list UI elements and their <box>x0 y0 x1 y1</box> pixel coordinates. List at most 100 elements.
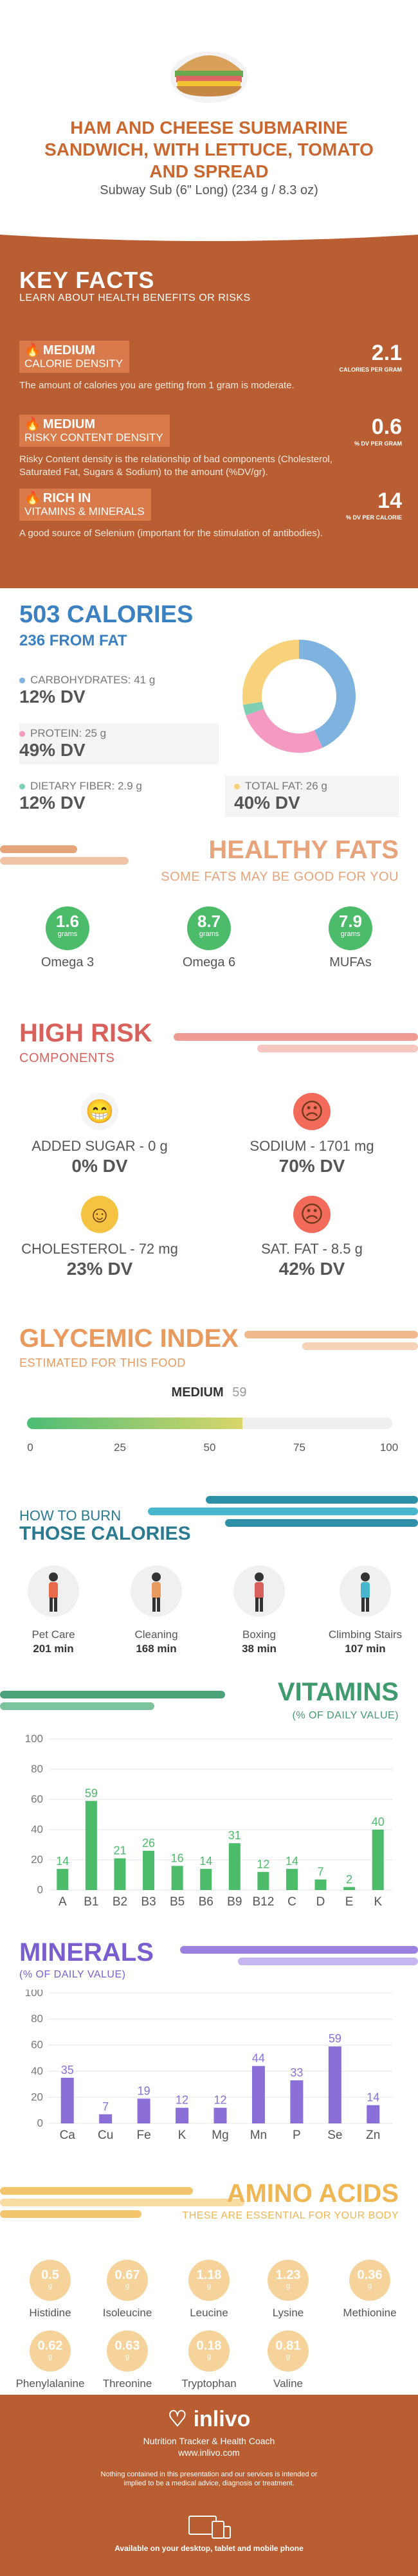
amino-acid-value: 0.67 <box>114 2268 140 2282</box>
amino-acid-item: 0.81 g Valine <box>250 2330 327 2390</box>
healthy-fat-circle: 8.7 grams <box>187 906 231 950</box>
glycemic-tick: 50 <box>203 1441 216 1454</box>
risk-item: ☹ SAT. FAT - 8.5 g 42% DV <box>215 1196 408 1279</box>
healthy-fat-item: 8.7 grams Omega 6 <box>161 906 257 970</box>
x-tick-label: B2 <box>113 1895 127 1909</box>
y-tick-label: 40 <box>31 2065 43 2077</box>
bar-value-label: 40 <box>372 1815 385 1828</box>
activity-minutes: 201 min <box>33 1643 74 1655</box>
decor-stripe <box>0 845 77 853</box>
bar <box>251 2066 265 2123</box>
vitamins-bar-chart: 0 20 40 60 80 100 14 A 59 B1 21 B2 26 B3 16 B5 14 B6 31 B9 1… <box>25 1733 392 1909</box>
decor-stripe <box>0 2199 244 2206</box>
glycemic-bar-fill <box>27 1418 243 1429</box>
amino-acid-unit: g <box>125 2353 130 2361</box>
bar-value-label: 14 <box>56 1855 69 1868</box>
amino-acid-circle: 1.23 g <box>268 2260 309 2301</box>
healthy-fat-unit: grams <box>340 930 361 938</box>
key-fact-row: 🔥 RICH IN VITAMINS & MINERALS 14% DV PER CA… <box>19 489 402 553</box>
macro-label: CARBOHYDRATES: 41 g <box>19 674 219 687</box>
risk-label: CHOLESTEROL - 72 mg <box>21 1241 178 1257</box>
bar <box>99 2114 113 2123</box>
x-tick-label: P <box>293 2129 301 2142</box>
macro-donut-chart <box>242 640 356 753</box>
minerals-section: MINERALS (% OF DAILY VALUE) 0 20 40 60 80 100… <box>0 1932 418 2163</box>
amino-acid-name: Threonine <box>102 2377 152 2390</box>
sandwich-image <box>170 51 248 103</box>
bar <box>60 2077 74 2123</box>
x-tick-label: E <box>345 1895 354 1909</box>
bar <box>200 1869 212 1890</box>
bar <box>290 2080 304 2123</box>
activity-item: Boxing 38 min <box>214 1565 304 1655</box>
amino-acid-value: 0.62 <box>37 2339 63 2353</box>
sad-face-icon: ☹ <box>293 1196 331 1233</box>
key-fact-badge: 🔥 MEDIUM RISKY CONTENT DENSITY <box>19 415 170 447</box>
bar <box>228 1843 241 1890</box>
amino-acid-unit: g <box>125 2282 130 2290</box>
x-tick-label: B3 <box>141 1895 156 1909</box>
key-fact-level: MEDIUM <box>42 343 96 357</box>
x-tick-label: K <box>178 2129 186 2142</box>
devices-icon <box>188 2516 231 2539</box>
y-tick-label: 80 <box>31 1763 43 1775</box>
flame-icon: 🔥 <box>24 417 41 431</box>
y-tick-label: 100 <box>25 1733 43 1745</box>
y-tick-label: 60 <box>31 1793 43 1805</box>
glycemic-tick: 75 <box>293 1441 305 1454</box>
bar <box>114 1858 126 1890</box>
donut-slice-carbohydrates <box>299 640 356 748</box>
donut-slice-dietary-fiber <box>242 701 264 716</box>
decor-stripe <box>0 2187 193 2195</box>
key-fact-level: RICH IN <box>42 491 91 505</box>
high-risk-section: HIGH RISK COMPONENTS 😁 ADDED SUGAR - 0 g 0… <box>0 1006 418 1318</box>
amino-acid-item: 0.5 g Histidine <box>12 2260 89 2319</box>
key-fact-value: 2.1 <box>371 341 402 365</box>
bar <box>314 1879 327 1890</box>
amino-acid-item: 1.18 g Leucine <box>170 2260 248 2319</box>
amino-acid-circle: 1.18 g <box>188 2260 230 2301</box>
sad-face-icon: ☹ <box>293 1093 331 1130</box>
glycemic-bar <box>27 1418 392 1429</box>
amino-acid-name: Phenylalanine <box>15 2377 85 2390</box>
bar-value-label: 21 <box>113 1844 126 1857</box>
risk-label: SODIUM - 1701 mg <box>250 1138 374 1154</box>
glycemic-level: MEDIUM <box>171 1385 224 1400</box>
bar <box>57 1869 69 1890</box>
brand-logo[interactable]: ♡ inlivo <box>0 2406 418 2432</box>
amino-acid-name: Methionine <box>343 2307 397 2319</box>
bar-value-label: 12 <box>214 2094 226 2107</box>
macro-label-text: TOTAL FAT: 26 g <box>245 780 327 792</box>
key-fact-row: 🔥 MEDIUM CALORIE DENSITY 2.1 CALORIES PER GR… <box>19 341 402 405</box>
vitamins-section: VITAMINS (% OF DAILY VALUE) 0 20 40 60 80 100… <box>0 1668 418 1932</box>
bar-value-label: 33 <box>290 2066 303 2079</box>
decor-stripe <box>257 1045 418 1052</box>
risk-item: 😁 ADDED SUGAR - 0 g 0% DV <box>3 1093 196 1176</box>
activity-minutes: 168 min <box>136 1643 177 1655</box>
heart-icon: ♡ <box>167 2407 194 2431</box>
website-link[interactable]: www.inlivo.com <box>178 2447 240 2458</box>
key-fact-row: 🔥 MEDIUM RISKY CONTENT DENSITY 0.6% DV PER … <box>19 415 402 479</box>
x-tick-label: C <box>287 1895 296 1909</box>
activity-name: Climbing Stairs <box>328 1628 403 1641</box>
x-tick-label: B6 <box>199 1895 214 1909</box>
key-fact-unit: % DV PER GRAM <box>354 440 402 447</box>
amino-acid-value: 0.18 <box>196 2339 222 2353</box>
healthy-fats-title: HEALTHY FATS <box>208 836 399 864</box>
macro-label: DIETARY FIBER: 2.9 g <box>19 780 219 793</box>
healthy-fat-unit: grams <box>199 930 219 938</box>
donut-slice-protein <box>246 708 323 753</box>
grin-face-icon: 😁 <box>81 1093 118 1130</box>
minerals-title: MINERALS <box>19 1938 154 1967</box>
amino-acid-value: 1.18 <box>196 2268 222 2282</box>
glycemic-value: 59 <box>232 1385 247 1400</box>
key-fact-badge: 🔥 RICH IN VITAMINS & MINERALS <box>19 489 151 521</box>
y-tick-label: 60 <box>31 2039 43 2051</box>
availability-note: Available on your desktop, tablet and mo… <box>114 2544 304 2553</box>
burn-title-big: THOSE CALORIES <box>19 1523 191 1544</box>
key-fact-value: 14 <box>377 489 402 513</box>
decor-stripe <box>0 1702 154 1710</box>
activity-name: Cleaning <box>134 1628 178 1641</box>
risk-dv: 23% DV <box>66 1259 133 1279</box>
x-tick-label: Mn <box>250 2129 267 2142</box>
